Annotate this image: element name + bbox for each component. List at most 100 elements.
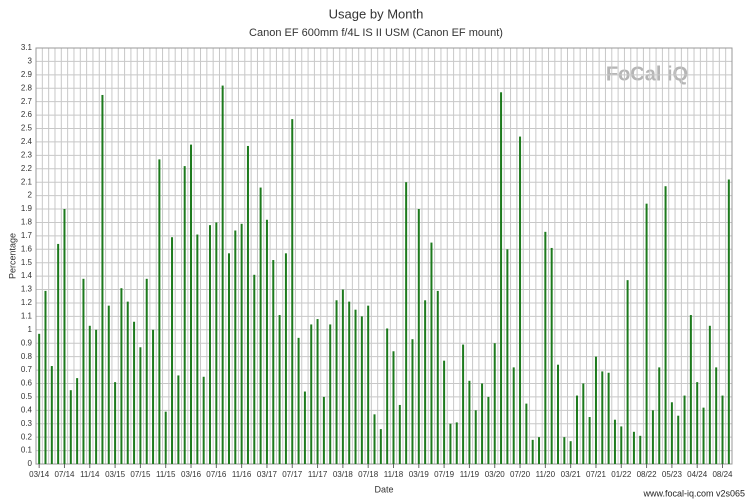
- footer: www.focal-iq.com v2s065: [642, 488, 745, 498]
- y-tick-label: 3.1: [21, 43, 33, 52]
- y-tick-label: 2.9: [21, 70, 33, 79]
- bar: [183, 166, 186, 464]
- x-tick-label: 03/16: [181, 470, 202, 479]
- bar: [424, 300, 427, 464]
- x-tick-label: 11/19: [460, 470, 480, 479]
- y-tick-label: 0.5: [21, 392, 33, 401]
- bar: [145, 278, 148, 464]
- bar: [76, 378, 79, 464]
- bar: [474, 410, 477, 464]
- bar: [373, 414, 376, 464]
- bar: [430, 242, 433, 464]
- bar: [215, 222, 218, 464]
- bar: [88, 325, 91, 464]
- bar: [367, 305, 370, 464]
- x-tick-label: 03/18: [333, 470, 354, 479]
- bar: [196, 234, 199, 464]
- bar: [284, 253, 287, 464]
- bar: [234, 230, 237, 464]
- bar: [708, 325, 711, 464]
- bar: [107, 305, 110, 464]
- chart-title: Usage by Month: [329, 6, 424, 21]
- x-tick-label: 05/23: [662, 470, 683, 479]
- x-tick-label: 07/18: [358, 470, 379, 479]
- bar: [544, 231, 547, 464]
- bar: [354, 309, 357, 464]
- bar: [227, 253, 230, 464]
- y-tick-label: 0.6: [21, 379, 33, 388]
- bar: [297, 337, 300, 464]
- bar: [329, 324, 332, 464]
- bar: [38, 333, 41, 464]
- y-tick-label: 0: [28, 459, 33, 468]
- bar: [468, 380, 471, 464]
- bar: [582, 383, 585, 464]
- bar: [645, 203, 648, 464]
- x-tick-label: 07/16: [206, 470, 227, 479]
- chart-subtitle: Canon EF 600mm f/4L IS II USM (Canon EF …: [249, 27, 503, 39]
- x-tick-label: 03/21: [561, 470, 582, 479]
- bar: [696, 382, 699, 464]
- bar: [620, 426, 623, 464]
- bar: [44, 290, 47, 464]
- bar: [632, 431, 635, 464]
- bar: [626, 280, 629, 464]
- x-tick-label: 07/14: [54, 470, 75, 479]
- bar: [82, 278, 85, 464]
- bar: [500, 92, 503, 464]
- x-tick-label: 07/17: [282, 470, 303, 479]
- bar: [715, 367, 718, 464]
- bar: [133, 321, 136, 464]
- bar: [525, 403, 528, 464]
- bar: [588, 417, 591, 464]
- bar: [50, 366, 53, 464]
- y-tick-label: 1.2: [21, 298, 33, 307]
- y-tick-label: 1.3: [21, 285, 33, 294]
- bar: [613, 419, 616, 464]
- bar: [443, 360, 446, 464]
- x-tick-label: 04/24: [687, 470, 708, 479]
- y-tick-label: 0.9: [21, 338, 33, 347]
- bar: [417, 209, 420, 464]
- bar: [607, 372, 610, 464]
- bar: [164, 411, 167, 464]
- bar: [493, 343, 496, 464]
- bar: [152, 329, 155, 464]
- y-axis-label: Percentage: [7, 233, 17, 279]
- bar: [120, 288, 123, 464]
- bar: [664, 186, 667, 464]
- bar: [481, 383, 484, 464]
- bar: [259, 187, 262, 465]
- bar: [278, 315, 281, 464]
- y-tick-label: 2: [28, 191, 33, 200]
- bar: [291, 119, 294, 464]
- y-tick-label: 1.9: [21, 204, 33, 213]
- bar: [689, 315, 692, 464]
- x-tick-label: 07/21: [586, 470, 607, 479]
- y-tick-label: 0.3: [21, 419, 33, 428]
- y-tick-label: 2.4: [21, 137, 33, 146]
- y-tick-label: 2.2: [21, 164, 33, 173]
- bar: [658, 367, 661, 464]
- plot-border: [35, 47, 733, 465]
- y-tick-label: 0.7: [21, 365, 33, 374]
- bar: [209, 225, 211, 464]
- bar: [449, 423, 452, 464]
- bar: [95, 329, 98, 464]
- y-tick-label: 2.8: [21, 83, 33, 92]
- bar: [594, 356, 597, 464]
- bar: [57, 243, 60, 464]
- bar: [639, 435, 642, 464]
- bar: [411, 339, 414, 464]
- y-tick-label: 1.1: [21, 311, 33, 320]
- bar: [253, 274, 256, 464]
- bar: [171, 237, 174, 464]
- x-tick-label: 07/15: [130, 470, 151, 479]
- bar: [670, 402, 673, 464]
- x-tick-label: 03/20: [485, 470, 506, 479]
- bar: [221, 85, 224, 465]
- bar: [348, 301, 351, 464]
- y-tick-label: 1.6: [21, 244, 33, 253]
- bar: [563, 437, 566, 464]
